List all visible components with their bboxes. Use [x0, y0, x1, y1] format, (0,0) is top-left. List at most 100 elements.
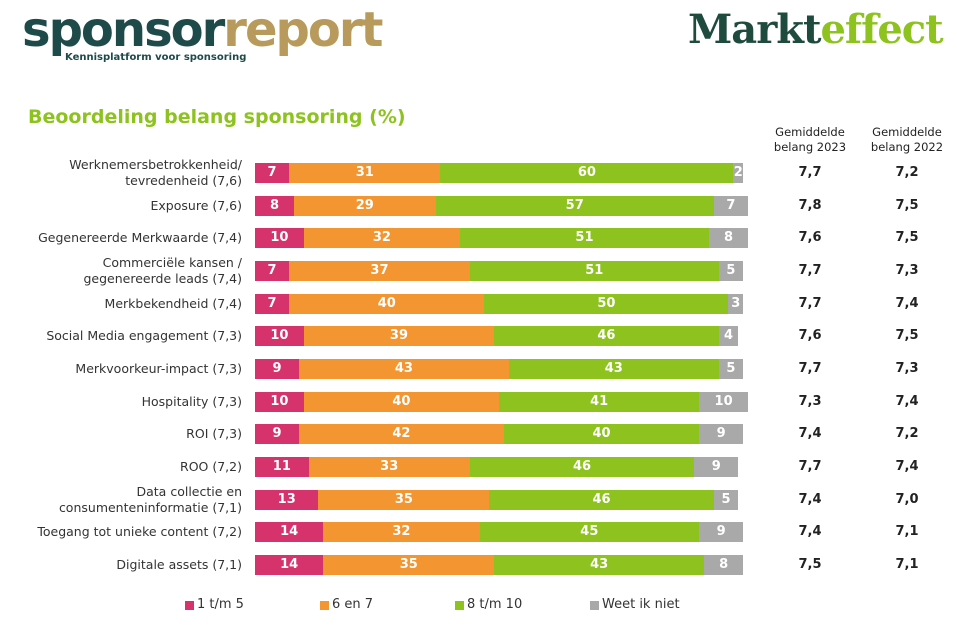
category-label: Digitale assets (7,1) — [116, 557, 242, 573]
column-value: 7,2 — [895, 165, 919, 180]
bar-segment — [508, 359, 719, 380]
bar-segment — [255, 163, 290, 183]
bar-segment — [694, 457, 739, 478]
value-label: 7 — [267, 263, 277, 278]
column-value: 7,4 — [798, 524, 822, 540]
brand-tagline: Kennisplatform voor sponsoring — [65, 52, 247, 63]
value-label: 43 — [590, 557, 609, 573]
column-value: 7,4 — [895, 459, 919, 475]
column-value: 7,7 — [798, 459, 822, 475]
bar-segment — [255, 522, 324, 543]
value-label: 5 — [726, 263, 736, 278]
column-value: 7,5 — [895, 328, 919, 344]
legend-label: 1 t/m 5 — [197, 597, 244, 612]
bar-segment — [255, 261, 290, 281]
value-label: 32 — [372, 230, 391, 246]
value-label: 2 — [733, 165, 743, 180]
value-label: 8 — [723, 230, 733, 246]
value-label: 10 — [270, 393, 289, 409]
bar-segment — [255, 195, 295, 216]
value-label: 51 — [585, 263, 604, 278]
legend-swatch — [320, 601, 329, 610]
legend-swatch — [185, 601, 194, 610]
brand-part: Markt — [688, 6, 821, 53]
category-label: Gegenereerde Merkwaarde (7,4) — [38, 230, 242, 246]
bar-segment — [255, 391, 304, 412]
column-value: 7,5 — [895, 197, 919, 213]
bar-segment — [489, 489, 714, 510]
column-value: 7,4 — [798, 491, 822, 507]
value-label: 37 — [370, 263, 389, 278]
bar-segment — [699, 391, 748, 412]
value-label: 9 — [711, 459, 721, 475]
column-value: 7,7 — [798, 295, 822, 311]
value-label: 11 — [272, 459, 291, 475]
category-label: Werknemersbetrokkenheid/ tevredenheid (7… — [69, 157, 242, 188]
category-label: Merkbekendheid (7,4) — [104, 295, 242, 311]
column-value: 7,4 — [895, 295, 919, 311]
bar-segment — [713, 489, 739, 510]
value-label: 32 — [392, 524, 411, 540]
bar-segment — [718, 326, 739, 347]
value-label: 4 — [723, 328, 733, 344]
bar-segment — [704, 555, 744, 576]
value-label: 14 — [280, 557, 299, 573]
value-label: 10 — [714, 393, 733, 409]
category-label: ROI (7,3) — [186, 426, 242, 442]
value-label: 40 — [592, 426, 611, 442]
brand-part: report — [223, 2, 383, 58]
column-value: 7,3 — [895, 361, 919, 377]
bar-segment — [718, 359, 744, 380]
value-label: 9 — [272, 361, 282, 377]
column-value: 7,3 — [798, 393, 822, 409]
category-label: Toegang tot unieke content (7,2) — [37, 524, 242, 540]
column-value: 7,7 — [798, 361, 822, 377]
brand-part: sponsor — [22, 2, 225, 58]
value-label: 7 — [267, 165, 277, 180]
bar-segment — [303, 228, 460, 249]
value-label: 41 — [590, 393, 609, 409]
brand-left: sponsorreport — [22, 2, 383, 58]
value-label: 5 — [721, 491, 731, 507]
value-label: 43 — [604, 361, 623, 377]
bar-segment — [255, 489, 319, 510]
bar-segment — [469, 261, 719, 281]
value-label: 9 — [716, 426, 726, 442]
value-label: 50 — [597, 295, 616, 311]
bar-segment — [460, 228, 709, 249]
bar-segment — [255, 293, 290, 314]
bar-segment — [699, 522, 744, 543]
bar-segment — [255, 228, 304, 249]
value-label: 7 — [726, 197, 736, 213]
bar-segment — [499, 391, 700, 412]
column-value: 7,4 — [895, 393, 919, 409]
bar-segment — [733, 163, 744, 183]
category-label: Commerciële kansen / gegenereerde leads … — [83, 255, 242, 286]
value-label: 8 — [270, 197, 280, 213]
bar-segment — [255, 555, 324, 576]
bar-segment — [298, 424, 504, 445]
value-label: 46 — [572, 459, 592, 475]
value-label: 9 — [272, 426, 282, 442]
value-label: 40 — [377, 295, 396, 311]
bar-segment — [718, 261, 744, 281]
bar-segment — [494, 555, 705, 576]
column-header: Gemiddelde belang 2023 — [773, 125, 847, 154]
value-label: 9 — [716, 524, 726, 540]
value-label: 46 — [592, 491, 611, 507]
value-label: 60 — [577, 165, 596, 180]
bar-segment — [479, 522, 700, 543]
brand-part: effect — [820, 6, 943, 53]
column-value: 7,8 — [798, 197, 822, 213]
value-label: 10 — [270, 328, 289, 344]
column-value: 7,1 — [895, 524, 919, 540]
value-label: 31 — [355, 165, 374, 180]
value-label: 14 — [280, 524, 299, 540]
category-label: Exposure (7,6) — [150, 197, 242, 213]
value-label: 43 — [394, 361, 413, 377]
legend-swatch — [590, 601, 599, 610]
column-value: 7,4 — [798, 426, 822, 442]
category-label: Social Media engagement (7,3) — [46, 328, 242, 344]
bar-segment — [308, 457, 470, 478]
column-value: 7,7 — [798, 165, 822, 180]
